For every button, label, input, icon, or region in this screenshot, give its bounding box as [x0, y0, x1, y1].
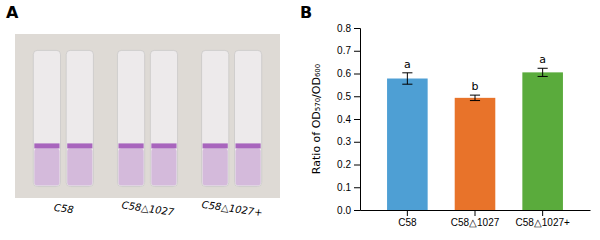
panel-a: A C58 C58△1027 C58△1027+	[6, 3, 280, 218]
x-tick-mark	[542, 210, 543, 216]
y-tick-label: 0.8	[337, 23, 351, 34]
x-tick: C58△1027+	[515, 210, 570, 228]
x-tick-mark	[407, 210, 408, 216]
tube-label: C58△1027	[121, 199, 175, 217]
biofilm-ring	[203, 143, 228, 148]
photo-background	[15, 34, 280, 198]
significance-label: b	[472, 80, 479, 93]
y-tick: 0.1	[337, 182, 360, 193]
y-tick-label: 0.0	[337, 205, 351, 216]
y-tick-mark	[354, 119, 360, 120]
panel-label: A	[6, 3, 19, 22]
biofilm-ring	[34, 143, 59, 148]
x-tick-label: C58△1027+	[515, 217, 570, 228]
tube	[33, 50, 60, 186]
error-bar-cap	[470, 100, 480, 101]
y-tick: 0.0	[337, 205, 360, 216]
x-tick-label: C58△1027	[451, 217, 500, 228]
y-tick-mark	[354, 51, 360, 52]
y-tick-label: 0.7	[337, 45, 351, 56]
tube	[66, 50, 93, 186]
y-tick-mark	[354, 165, 360, 166]
y-tick-label: 0.6	[337, 68, 351, 79]
y-tick-label: 0.1	[337, 182, 351, 193]
error-bar	[402, 73, 412, 84]
y-tick-label: 0.4	[337, 114, 351, 125]
biofilm-ring	[118, 143, 143, 148]
tube	[202, 50, 229, 186]
error-bar	[470, 95, 480, 100]
x-tick-mark	[475, 210, 476, 216]
y-tick-mark	[354, 96, 360, 97]
tubes	[33, 50, 261, 186]
tube	[234, 50, 261, 186]
y-tick-mark	[354, 210, 360, 211]
tube-label: C58△1027+	[201, 199, 263, 218]
x-tick-label: C58	[398, 217, 417, 228]
y-tick-mark	[354, 28, 360, 29]
y-axis-title: Ratio of OD₅₇₀/OD₆₀₀	[310, 63, 323, 174]
y-tick: 0.7	[337, 45, 360, 56]
tube	[117, 50, 144, 186]
x-tick: C58	[398, 210, 417, 228]
error-bar	[538, 68, 548, 76]
bar	[387, 79, 428, 210]
panel-b: B0.00.10.20.30.40.50.60.70.8C58C58△1027C…	[300, 3, 591, 228]
tube-stain	[67, 148, 92, 185]
error-bar-cap	[470, 95, 480, 96]
tube-stain	[203, 148, 228, 185]
y-tick-mark	[354, 74, 360, 75]
error-bar-cap	[538, 68, 548, 69]
error-bar-stem	[407, 73, 408, 84]
bar	[455, 98, 496, 210]
y-tick-label: 0.2	[337, 159, 351, 170]
tube-stain	[235, 148, 260, 185]
error-bar-stem	[475, 95, 476, 100]
y-tick-mark	[354, 187, 360, 188]
error-bar-cap	[402, 72, 412, 73]
y-tick: 0.6	[337, 68, 360, 79]
y-axis-line	[354, 29, 361, 211]
y-tick-label: 0.5	[337, 91, 351, 102]
panel-label: B	[300, 3, 312, 22]
tube-label: C58	[53, 202, 74, 216]
chart: A C58 C58△1027 C58△1027+ B 0.0 0.1 0.2 0.3 0.4 0.5…	[0, 0, 600, 240]
y-tick: 0.5	[337, 91, 360, 102]
biofilm-ring	[151, 143, 176, 148]
error-bar-cap	[538, 76, 548, 77]
y-tick: 0.4	[337, 114, 360, 125]
tube	[150, 50, 177, 186]
x-axis: C58 C58△1027 C58△1027+	[361, 210, 591, 228]
biofilm-ring	[67, 143, 92, 148]
error-bar-cap	[402, 84, 412, 85]
significance-label: a	[404, 58, 411, 71]
y-tick: 0.8	[337, 23, 360, 34]
y-tick: 0.3	[337, 136, 360, 147]
y-tick-label: 0.3	[337, 136, 351, 147]
plot-area	[387, 68, 563, 210]
biofilm-ring	[235, 143, 260, 148]
bar	[522, 72, 563, 210]
tube-stain	[118, 148, 143, 185]
y-axis: 0.0 0.1 0.2 0.3 0.4 0.5 0.6 0.7 0.8	[337, 23, 360, 216]
error-bar-stem	[542, 68, 543, 76]
x-tick: C58△1027	[451, 210, 500, 228]
significance-label: a	[539, 53, 546, 66]
tube-stain	[34, 148, 59, 185]
y-tick-mark	[354, 142, 360, 143]
tube-stain	[151, 148, 176, 185]
y-tick: 0.2	[337, 159, 360, 170]
